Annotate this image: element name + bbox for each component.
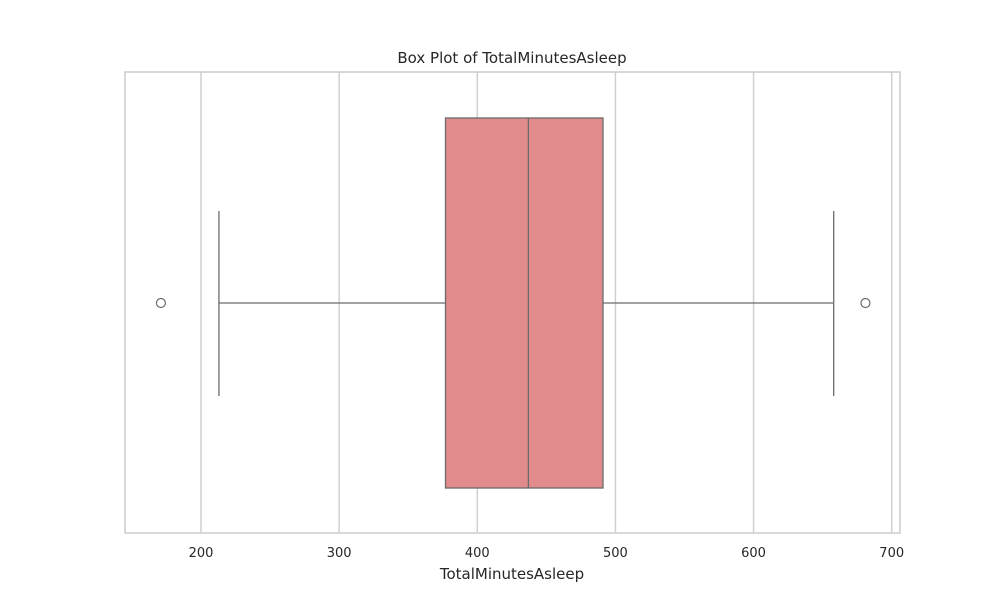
- x-tick-label: 300: [327, 546, 352, 561]
- x-tick-label: 500: [603, 546, 628, 561]
- chart-title: Box Plot of TotalMinutesAsleep: [397, 49, 626, 67]
- x-axis-label: TotalMinutesAsleep: [439, 565, 584, 583]
- x-tick-label: 200: [189, 546, 214, 561]
- x-tick-label: 600: [741, 546, 766, 561]
- x-tick-label: 700: [879, 546, 904, 561]
- x-tick-label: 400: [465, 546, 490, 561]
- outlier-point: [155, 297, 167, 309]
- x-tick-labels: 200 300 400 500 600 700: [189, 546, 905, 561]
- box-plot: [155, 117, 871, 489]
- iqr-box: [444, 117, 604, 489]
- outlier-point: [860, 297, 871, 309]
- plot-frame: [124, 71, 901, 534]
